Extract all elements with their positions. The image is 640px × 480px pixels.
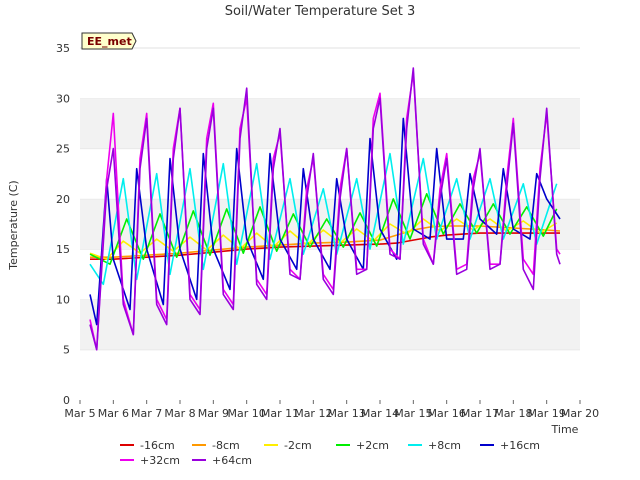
y-tick-label: 25 [56, 143, 70, 156]
legend-label: -2cm [284, 439, 312, 452]
legend-label: +8cm [428, 439, 461, 452]
legend-label: +64cm [212, 454, 252, 467]
y-tick-label: 15 [56, 243, 70, 256]
x-tick-label: Mar 14 [361, 407, 399, 420]
y-tick-label: 5 [63, 344, 70, 357]
site-badge: EE_met [81, 32, 137, 50]
x-tick-label: Mar 5 [64, 407, 95, 420]
x-tick-label: Mar 12 [294, 407, 332, 420]
x-tick-label: Mar 17 [461, 407, 499, 420]
x-tick-label: Mar 18 [494, 407, 532, 420]
x-tick-label: Mar 7 [131, 407, 162, 420]
x-tick-label: Mar 19 [528, 407, 566, 420]
series-line-2cm [89, 218, 558, 261]
x-tick-label: Mar 10 [228, 407, 266, 420]
legend-label: -16cm [140, 439, 175, 452]
grid-band [80, 299, 580, 350]
y-axis-title: Temperature (C) [7, 180, 20, 270]
x-tick-label: Mar 16 [428, 407, 466, 420]
series-line-16cm [90, 232, 560, 261]
site-badge-label: EE_met [87, 35, 132, 48]
x-axis-title: Time [551, 423, 579, 436]
x-tick-label: Mar 8 [164, 407, 195, 420]
legend-label: +16cm [500, 439, 540, 452]
series-lines [89, 67, 561, 351]
y-tick-label: 35 [56, 42, 70, 55]
grid-band [80, 349, 580, 400]
y-tick-label: 30 [56, 92, 70, 105]
x-tick-label: Mar 6 [98, 407, 129, 420]
y-axis: 0 5 10 15 20 25 30 35 [56, 42, 70, 407]
legend-label: +2cm [356, 439, 389, 452]
site-badge-box [81, 32, 137, 50]
series-line-64cm [89, 67, 561, 351]
x-tick-label: Mar 13 [328, 407, 366, 420]
x-tick-label: Mar 9 [198, 407, 229, 420]
grid-band [80, 48, 580, 99]
chart-title: Soil/Water Temperature Set 3 [225, 4, 416, 19]
x-tick-label: Mar 15 [394, 407, 432, 420]
y-tick-label: 0 [63, 394, 70, 407]
x-tick-label: Mar 11 [261, 407, 299, 420]
grid-band [80, 98, 580, 149]
legend-label: -8cm [212, 439, 240, 452]
x-tick-label: Mar 20 [561, 407, 599, 420]
y-tick-label: 20 [56, 193, 70, 206]
y-tick-label: 10 [56, 293, 70, 306]
legend: -16cm -8cm -2cm +2cm +8cm +16cm +32cm +64cm [120, 439, 540, 467]
grid-band [80, 148, 580, 199]
series-line-2cm [89, 193, 558, 266]
legend-label: +32cm [140, 454, 180, 467]
